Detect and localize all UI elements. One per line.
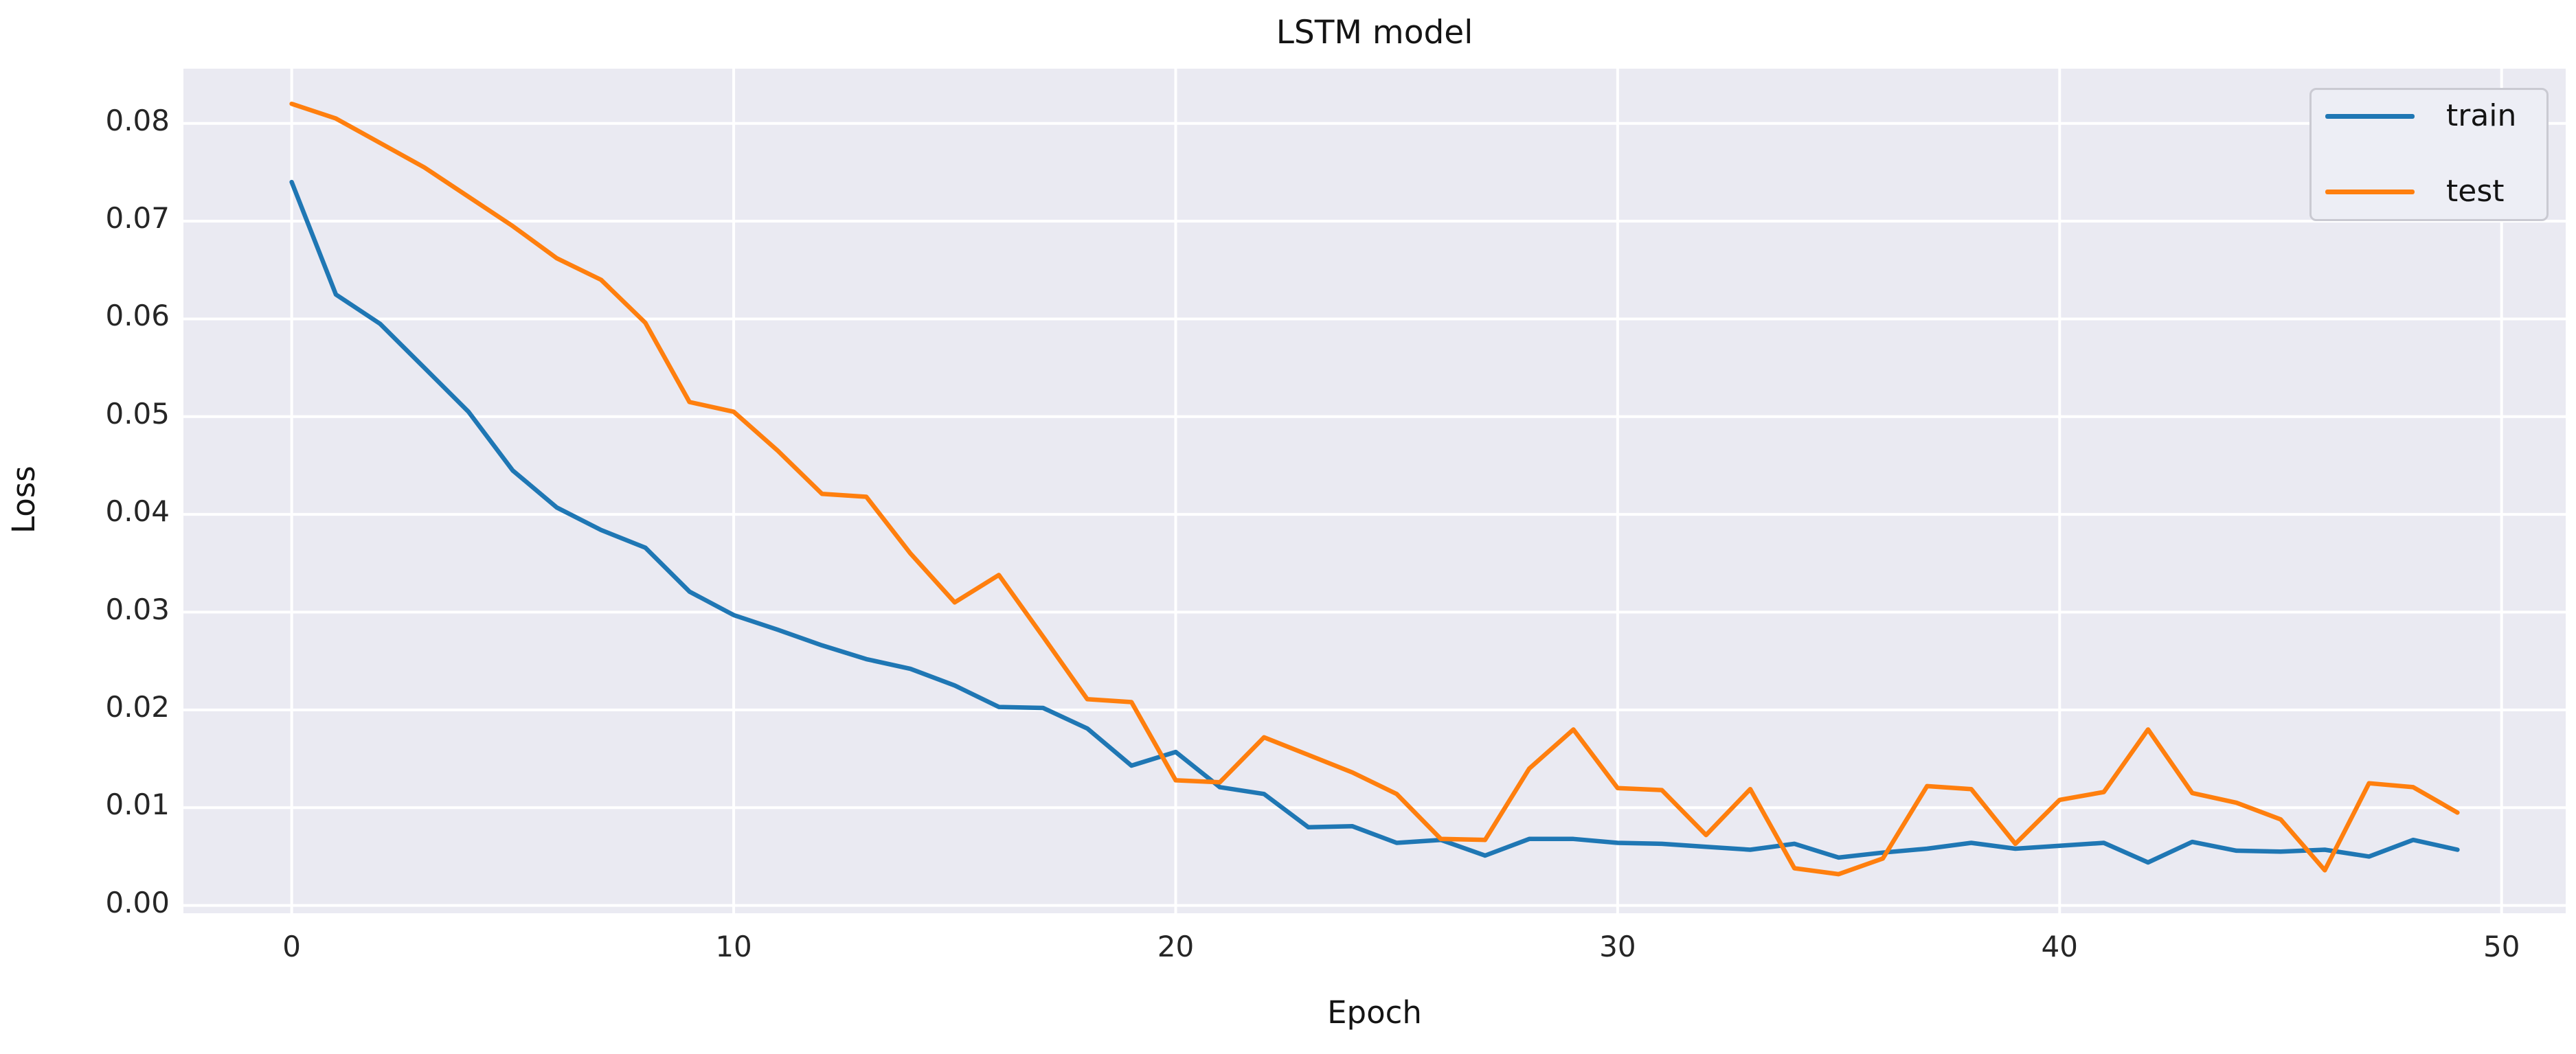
y-tick-label: 0.06 bbox=[105, 299, 170, 333]
y-tick-label: 0.07 bbox=[105, 201, 170, 236]
y-tick-label: 0.02 bbox=[105, 689, 170, 724]
legend-item-test: test bbox=[2312, 171, 2546, 212]
legend: train test bbox=[2309, 88, 2549, 221]
test-line bbox=[289, 101, 2460, 877]
y-tick-label: 0.03 bbox=[105, 592, 170, 626]
y-tick-label: 0.00 bbox=[105, 885, 170, 919]
x-tick-label: 40 bbox=[2041, 930, 2078, 963]
train-line bbox=[289, 179, 2460, 865]
test-line-swatch bbox=[2325, 190, 2415, 194]
x-tick-label: 30 bbox=[1599, 930, 1636, 963]
legend-item-train: train bbox=[2312, 95, 2546, 137]
legend-label-test: test bbox=[2446, 174, 2505, 209]
chart-title: LSTM model bbox=[1276, 14, 1473, 51]
y-tick-label: 0.01 bbox=[105, 788, 170, 822]
x-tick-label: 10 bbox=[715, 930, 752, 963]
plot-area bbox=[183, 69, 2566, 913]
chart-canvas bbox=[183, 69, 2566, 913]
legend-label-train: train bbox=[2446, 98, 2517, 133]
x-tick-label: 0 bbox=[282, 930, 301, 963]
y-tick-label: 0.08 bbox=[105, 103, 170, 137]
y-tick-label: 0.05 bbox=[105, 396, 170, 431]
x-axis-label: Epoch bbox=[1327, 994, 1422, 1031]
train-line-swatch bbox=[2325, 114, 2415, 119]
y-tick-label: 0.04 bbox=[105, 494, 170, 529]
x-tick-label: 20 bbox=[1157, 930, 1195, 963]
x-tick-label: 50 bbox=[2483, 930, 2520, 963]
